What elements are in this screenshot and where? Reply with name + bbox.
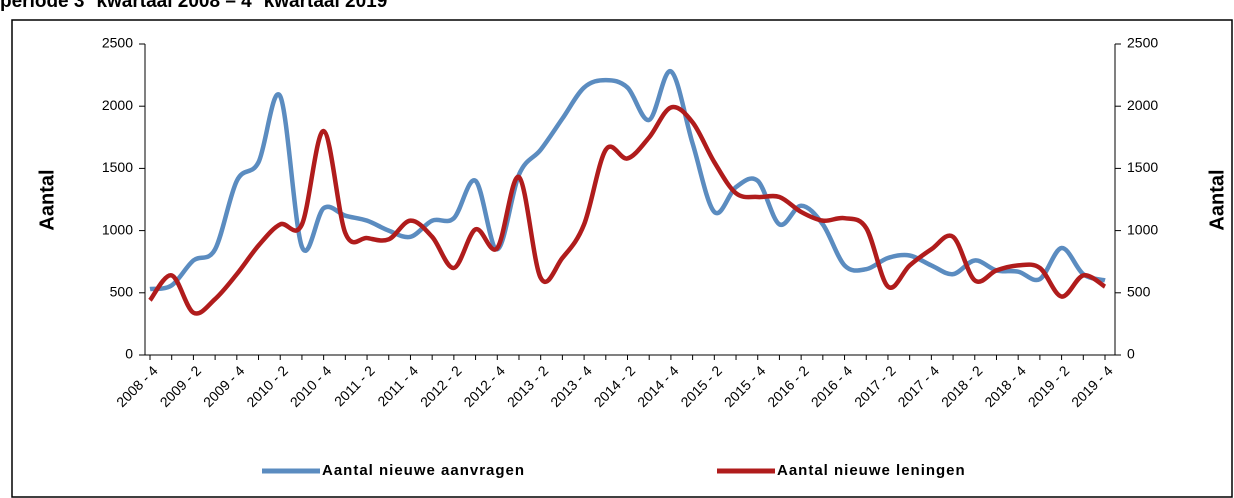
title-part: kwartaal 2019 [258, 0, 387, 12]
x-tick-label: 2017 - 2 [851, 362, 899, 410]
x-tick-label: 2019 - 2 [1025, 362, 1073, 410]
x-tick-label: 2013 - 2 [504, 362, 552, 410]
x-tick-label: 2013 - 4 [547, 362, 595, 410]
series-line [148, 104, 1107, 316]
x-tick-label: 2010 - 4 [287, 362, 335, 410]
x-tick-label: 2015 - 2 [677, 362, 725, 410]
legend-label: Aantal nieuwe aanvragen [322, 462, 525, 479]
y2-tick-label: 500 [1127, 284, 1151, 300]
y2-tick-label: 0 [1127, 346, 1135, 362]
series-line [149, 69, 1106, 292]
x-tick-label: 2009 - 4 [200, 362, 248, 410]
y-tick-label: 1500 [102, 159, 133, 175]
y2-tick-label: 2000 [1127, 97, 1158, 113]
y2-tick-label: 1500 [1127, 159, 1158, 175]
x-tick-label: 2012 - 2 [417, 362, 465, 410]
x-tick-label: 2015 - 4 [721, 362, 769, 410]
x-tick-label: 2008 - 4 [113, 362, 161, 410]
x-tick-label: 2016 - 4 [808, 362, 856, 410]
chart-title: periode 3e kwartaal 2008 – 4e kwartaal 2… [0, 0, 387, 12]
x-tick-label: 2018 - 4 [981, 362, 1029, 410]
x-tick-label: 2011 - 4 [374, 362, 421, 409]
y-tick-label: 500 [110, 284, 134, 300]
y-tick-label: 2500 [102, 35, 133, 51]
y2-axis-label: Aantal [1206, 169, 1228, 230]
title-part: kwartaal 2008 – 4 [91, 0, 252, 12]
x-tick-label: 2014 - 2 [591, 362, 639, 410]
y-tick-label: 2000 [102, 97, 133, 113]
x-tick-label: 2018 - 2 [938, 362, 986, 410]
title-part: periode 3 [0, 0, 84, 12]
x-tick-label: 2014 - 4 [634, 362, 682, 410]
y-tick-label: 0 [125, 346, 133, 362]
x-tick-label: 2012 - 4 [460, 362, 508, 410]
x-tick-label: 2011 - 2 [331, 362, 378, 409]
y2-tick-label: 1000 [1127, 221, 1158, 237]
x-tick-label: 2009 - 2 [157, 362, 205, 410]
chart-frame [11, 19, 1233, 498]
y-axis-label: Aantal [36, 169, 58, 230]
x-tick-label: 2017 - 4 [894, 362, 942, 410]
x-tick-label: 2019 - 4 [1068, 362, 1116, 410]
x-tick-label: 2016 - 2 [764, 362, 812, 410]
title-sup: e [84, 0, 91, 2]
title-sup: e [252, 0, 259, 2]
x-tick-label: 2010 - 2 [243, 362, 291, 410]
y2-tick-label: 2500 [1127, 35, 1158, 51]
y-tick-label: 1000 [102, 221, 133, 237]
legend-label: Aantal nieuwe leningen [777, 462, 966, 479]
